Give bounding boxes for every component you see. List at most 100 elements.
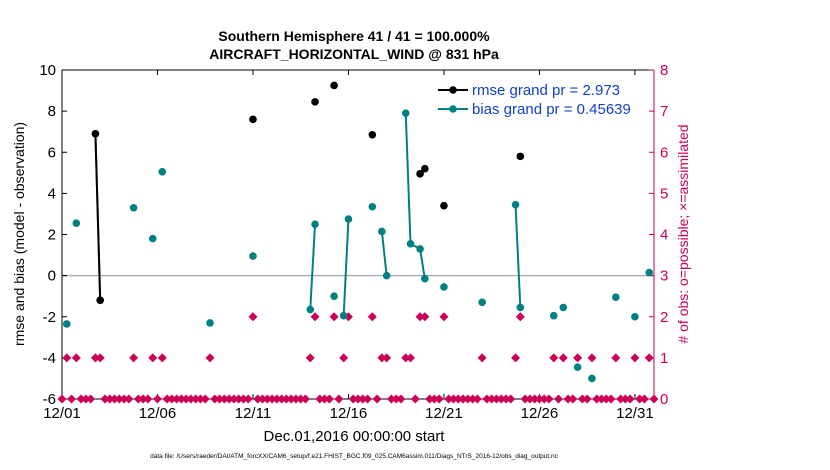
obs-count-marker (133, 394, 143, 404)
bias-point (440, 283, 448, 291)
bias-point (421, 274, 429, 283)
obs-count-marker (625, 394, 635, 404)
obs-count-marker (210, 394, 220, 404)
bias-point (330, 292, 338, 300)
bias-point (339, 311, 348, 320)
obs-count-marker (162, 394, 172, 404)
footnote: data file: /Users/raeder/DAI/ATM_forcXX/… (150, 453, 559, 460)
left-y-tick-label: 6 (48, 144, 56, 161)
rmse-point (516, 152, 525, 161)
obs-count-marker (181, 394, 191, 404)
obs-count-marker (367, 312, 377, 322)
obs-count-marker (587, 353, 597, 363)
obs-count-marker (281, 394, 291, 404)
obs-count-marker (353, 394, 363, 404)
rmse-point (440, 201, 448, 210)
obs-count-marker (229, 394, 239, 404)
legend-label: bias grand pr = 0.45639 (472, 101, 631, 118)
bias-point (158, 167, 167, 176)
bias-point (148, 234, 157, 243)
bias-point (72, 219, 81, 227)
left-y-tick-label: 2 (48, 227, 56, 244)
bias-point (612, 293, 620, 302)
obs-count-marker (277, 394, 287, 404)
bias-point (129, 203, 138, 212)
legend-label: rmse grand pr = 2.973 (472, 82, 620, 99)
obs-count-marker (138, 394, 148, 404)
obs-count-marker (258, 394, 268, 404)
obs-count-marker (616, 394, 626, 404)
obs-count-marker (501, 394, 511, 404)
obs-count-marker (224, 394, 234, 404)
rmse-point (96, 296, 104, 305)
obs-count-marker (487, 394, 497, 404)
obs-count-marker (119, 394, 129, 404)
bias-point (516, 303, 525, 312)
rmse-point (91, 129, 100, 138)
obs-count-marker (463, 394, 473, 404)
obs-count-marker (315, 394, 325, 404)
obs-count-marker (124, 394, 134, 404)
obs-count-marker (157, 353, 167, 363)
bias-point (631, 312, 639, 321)
obs-count-marker (95, 353, 105, 363)
bias-point (549, 311, 558, 320)
bias-line (514, 204, 522, 308)
obs-count-marker (114, 394, 124, 404)
obs-count-marker (601, 394, 611, 404)
bias-point (588, 374, 596, 383)
x-tick-label: 12/31 (616, 405, 654, 422)
bias-point (573, 363, 582, 371)
obs-count-marker (415, 312, 425, 322)
obs-count-marker (482, 394, 492, 404)
bias-point (344, 215, 353, 223)
obs-count-marker (630, 353, 640, 363)
right-y-tick-label: 4 (660, 227, 668, 244)
obs-count-marker (296, 394, 306, 404)
obs-count-marker (143, 394, 153, 404)
obs-count-marker (635, 394, 645, 404)
obs-count-marker (358, 394, 368, 404)
left-y-tick-label: 4 (48, 185, 56, 202)
obs-count-marker (511, 353, 521, 363)
obs-count-marker (205, 353, 215, 363)
obs-count-marker (596, 394, 606, 404)
obs-count-marker (544, 394, 554, 404)
obs-count-marker (243, 394, 253, 404)
left-y-tick-label: -4 (43, 350, 56, 367)
bias-point (382, 271, 391, 280)
obs-count-marker (90, 353, 100, 363)
bias-line (380, 231, 388, 276)
x-tick-label: 12/21 (425, 405, 463, 422)
obs-count-marker (67, 394, 77, 404)
bias-point (306, 305, 315, 314)
chart-title-line1: Southern Hemisphere 41 / 41 = 100.000% (218, 28, 490, 44)
obs-count-marker (496, 394, 506, 404)
obs-count-marker (152, 394, 162, 404)
obs-count-marker (549, 353, 559, 363)
obs-count-marker (191, 394, 201, 404)
obs-count-marker (71, 353, 81, 363)
obs-count-marker (472, 394, 482, 404)
left-y-tick-label: 10 (39, 62, 56, 79)
bias-point (62, 320, 71, 328)
rmse-point (249, 115, 257, 124)
obs-count-marker (186, 394, 196, 404)
obs-count-marker (539, 394, 549, 404)
obs-count-marker (468, 394, 478, 404)
bias-point (249, 252, 257, 260)
obs-count-marker (286, 394, 296, 404)
bias-line (404, 113, 426, 279)
obs-count-marker (620, 394, 630, 404)
obs-count-marker (348, 394, 358, 404)
right-y-tick-label: 1 (660, 350, 668, 367)
rmse-point (330, 81, 338, 90)
obs-count-marker (563, 394, 573, 404)
obs-count-marker (477, 353, 487, 363)
bias-point (368, 202, 377, 211)
rmse-point (421, 164, 429, 173)
obs-count-marker (57, 394, 67, 404)
left-y-tick-label: 0 (48, 268, 56, 285)
obs-count-marker (396, 394, 406, 404)
